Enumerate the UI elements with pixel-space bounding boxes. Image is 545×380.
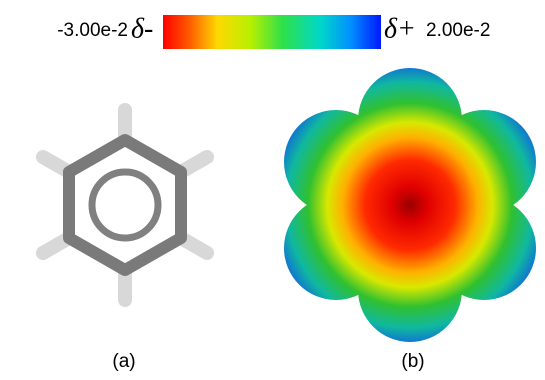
benzene-model [43,110,207,300]
figure: -3.00e-2 δ- δ+ 2.00e-2 (a) (b) [0,0,545,380]
colorbar [163,15,381,49]
colorbar-min-symbol: δ- [131,13,153,44]
colorbar-max-symbol: δ+ [384,13,416,44]
panel-label: (a) [112,351,135,372]
colorbar-min-label: -3.00e-2 [57,20,128,41]
colorbar-max-label: 2.00e-2 [426,20,490,41]
esp-surface [284,68,536,342]
panel-label: (b) [401,351,424,372]
